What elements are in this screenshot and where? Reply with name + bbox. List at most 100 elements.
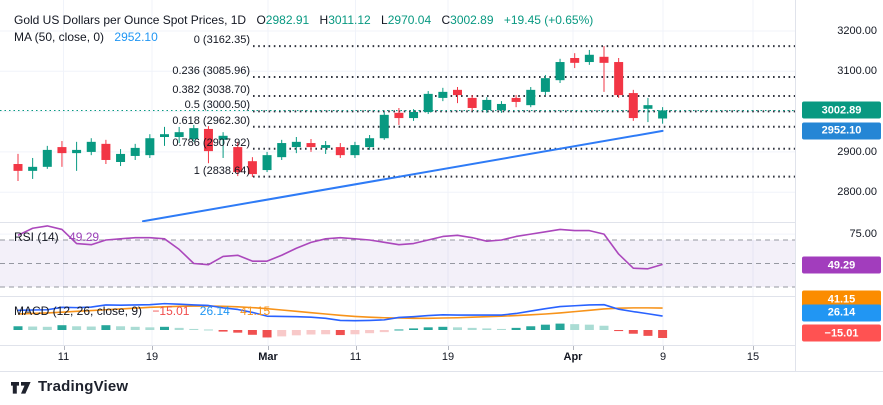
macd-hist-bar [203,329,213,331]
candle-body [350,145,360,156]
candle-body [13,164,23,171]
time-axis-label: Apr [563,351,583,363]
chart-canvas[interactable] [0,0,795,346]
macd-hist-bar [130,326,140,330]
rsi-legend[interactable]: RSI (14) 49.29 [14,230,99,244]
time-axis[interactable]: 11 19 Mar 11 19 Apr 9 15 [0,346,795,371]
candle-body [540,78,550,92]
macd-hist-bar [365,330,375,334]
time-axis-label: 11 [57,351,70,363]
footer: TradingView [0,372,883,405]
macd-hist-bar [291,330,301,336]
tradingview-logo[interactable]: TradingView [10,378,128,395]
candle-body [526,89,536,106]
macd-hist-bar [28,326,38,330]
candle-body [306,143,316,148]
macd-hist-bar [160,326,169,330]
rsi-line[interactable] [17,225,663,270]
macd-hist-bar [482,328,492,330]
candle-body [394,112,404,119]
macd-hist-bar [423,327,433,330]
candle-body [438,91,448,98]
macd-hist-bar [57,325,67,330]
macd-hist-bar [116,326,126,330]
macd-hist-bar [540,324,550,330]
candle-body [599,56,609,63]
ohlc-high-label: H [319,13,329,27]
ohlc-low-label: L [381,13,388,27]
candle-body [570,58,580,63]
candle-body [277,143,287,158]
macd-hist-bar [233,330,243,333]
candle-body [482,99,492,111]
macd-hist-bar [584,324,594,330]
ohlc-low-value: 2970.04 [387,13,432,27]
time-axis-label: 19 [441,351,455,363]
pane-divider-main-rsi[interactable] [0,222,883,223]
time-axis-label: 9 [659,351,667,363]
macd-hist-bar [86,326,96,330]
macd-hist-bar [13,326,23,330]
candle-body [262,155,272,171]
price-axis-tick: 2800.00 [837,186,877,199]
time-axis-tick-mark [573,346,574,350]
tradingview-logo-text: TradingView [38,378,129,395]
candle-body [555,62,565,81]
macd-hist-bar [614,330,624,332]
ma-legend[interactable]: MA (50, close, 0) 2952.10 [14,30,158,44]
pane-divider-macd-axis [0,345,883,346]
symbol-legend[interactable]: Gold US Dollars per Ounce Spot Prices, 1… [14,13,593,27]
macd-hist-bar [262,330,272,338]
macd-hist-bar [42,326,52,330]
pane-divider-rsi-macd[interactable] [0,296,883,297]
candle-body [496,103,506,111]
macd-hist-bar [335,330,345,336]
ohlc-open-value: 2982.91 [265,13,310,27]
macd-hist-bar [379,330,389,333]
candle-body [643,105,653,109]
macd-line[interactable] [17,302,663,322]
candle-body [614,62,624,96]
macd-label: MACD (12, 26, close, 9) [14,304,143,318]
time-axis-tick-mark [355,346,357,350]
rsi-label: RSI (14) [14,230,59,244]
time-axis-tick-mark [448,346,449,350]
change-value: +19.45 (+0.65%) [503,13,594,27]
macd-hist-bar [145,327,155,330]
price-axis-badge: 2952.10 [802,122,881,140]
macd-hist-bar [277,330,287,337]
macd-hist-bar [526,326,536,330]
macd-axis-badge: 26.14 [802,304,881,321]
macd-line-value: 26.14 [199,304,230,318]
price-axis[interactable]: 3200.00 3100.00 2900.00 2800.00 3002.89 2952.… [796,0,883,371]
macd-hist-value: −15.01 [152,304,190,318]
macd-hist-bar [218,330,228,332]
ohlc-close-label: C [441,13,451,27]
macd-signal-line[interactable] [17,305,663,320]
candle-body [453,89,462,96]
macd-hist-bar [247,330,257,335]
macd-axis-badge: 41.15 [802,290,881,308]
price-axis-tick: 2900.00 [837,145,877,158]
time-axis-tick-mark [268,346,269,350]
macd-hist-bar [643,330,653,336]
time-axis-tick-mark [753,346,754,350]
candle-body [174,132,184,138]
macd-axis-badge: −15.01 [802,324,881,342]
ma50-line[interactable] [141,129,664,223]
price-axis-tick: 3200.00 [837,25,877,37]
symbol-title: Gold US Dollars per Ounce Spot Prices, 1… [14,13,247,27]
candle-body [233,147,243,173]
candle-body [628,93,638,119]
rsi-value: 49.29 [69,230,100,244]
candle-body [409,112,419,119]
macd-hist-bar [306,330,316,335]
time-axis-label: 11 [349,351,362,363]
candle-body [511,97,521,102]
rsi-axis-badge: 49.29 [802,256,881,274]
ohlc-open-label: O [256,13,266,27]
macd-hist-bar [438,326,448,330]
macd-legend[interactable]: MACD (12, 26, close, 9) −15.01 26.14 41.… [14,304,270,318]
time-axis-label: 19 [145,351,159,363]
